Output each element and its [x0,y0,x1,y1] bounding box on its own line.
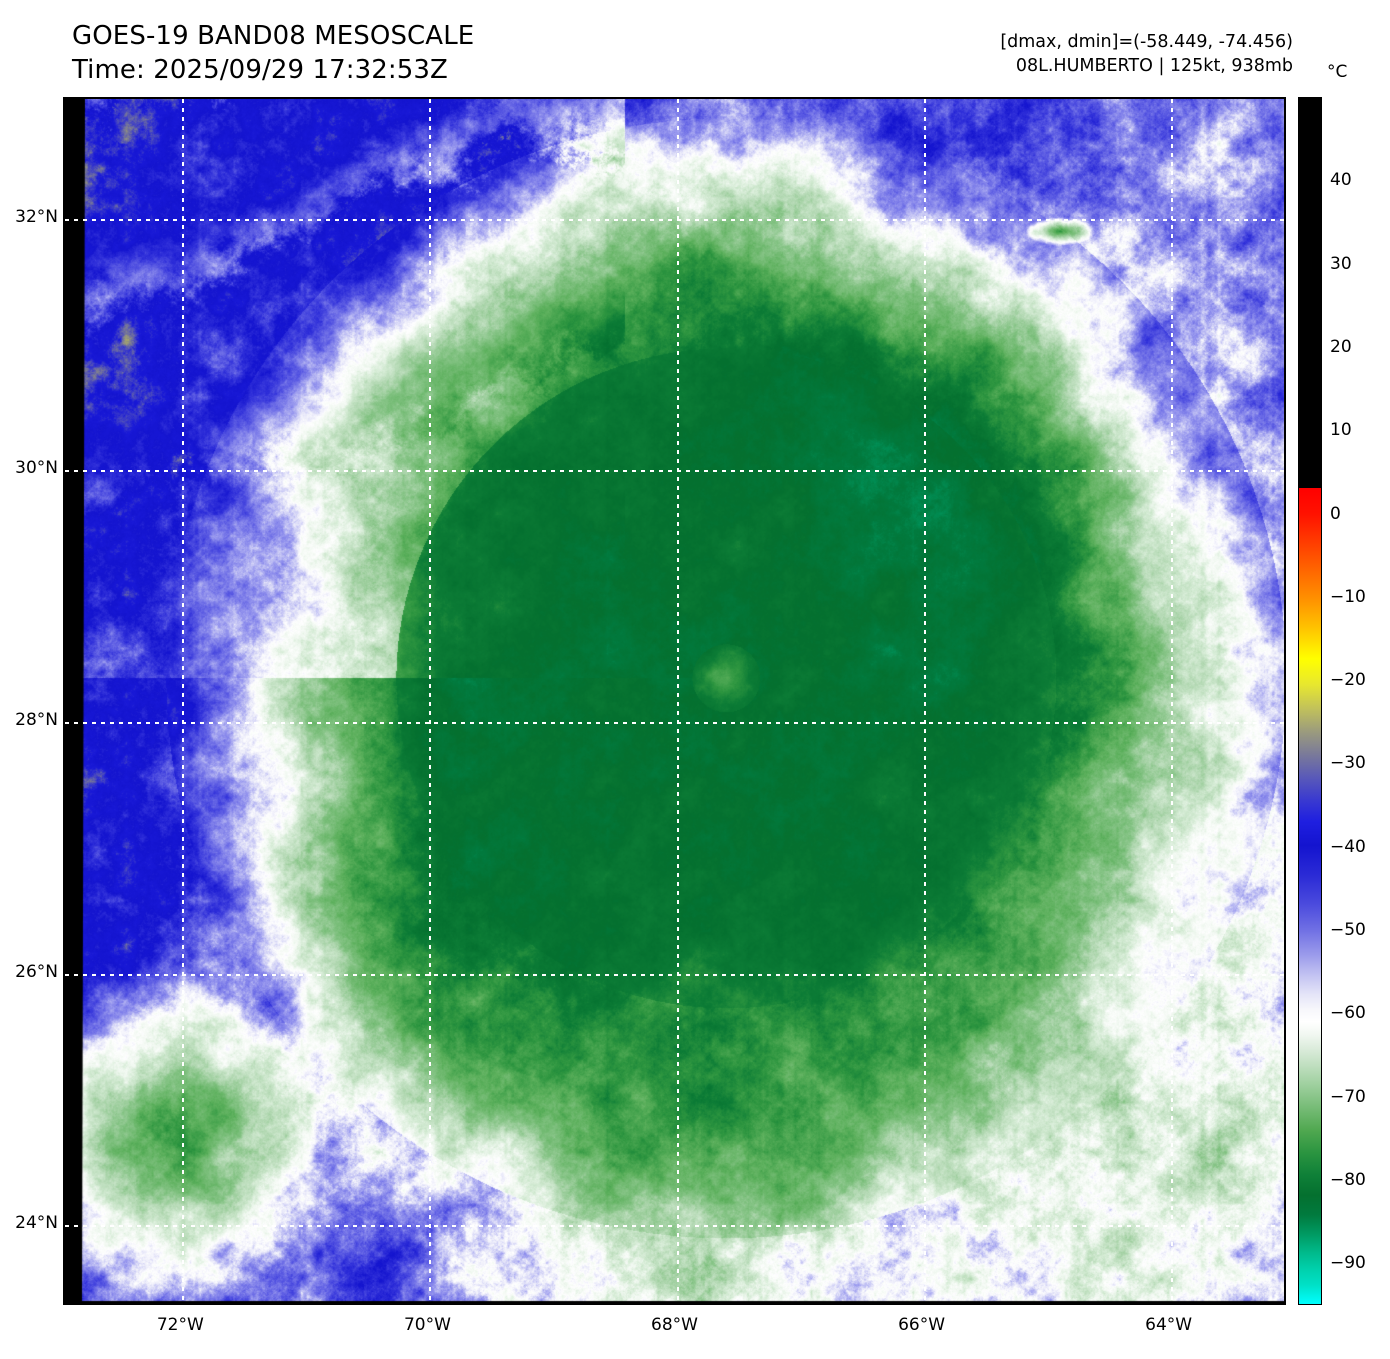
lon-tick-72°W: 72°W [156,1315,204,1335]
metadata-block: [dmax, dmin]=(-58.449, -74.456) 08L.HUMB… [1000,31,1293,78]
colorbar-tick--70: −70 [1330,1086,1366,1107]
temperature-colorbar [1298,97,1322,1305]
lon-tick-64°W: 64°W [1145,1315,1193,1335]
colorbar-tick-0: 0 [1330,503,1341,524]
colorbar-tick--30: −30 [1330,753,1366,774]
colorbar-tick--20: −20 [1330,670,1366,691]
satellite-imagery-canvas [65,99,1284,1303]
lon-tick-68°W: 68°W [651,1315,698,1335]
colorbar-tick-40: 40 [1330,170,1352,191]
lat-tick-28°N: 28°N [15,709,58,730]
lat-tick-26°N: 26°N [15,961,58,982]
colorbar-tick--90: −90 [1330,1253,1366,1274]
title-block: GOES-19 BAND08 MESOSCALE Time: 2025/09/2… [72,20,474,88]
colorbar-tick-30: 30 [1330,253,1352,274]
timestamp-label: Time: 2025/09/29 17:32:53Z [72,54,448,85]
colorbar-tick--80: −80 [1330,1170,1366,1191]
colorbar-unit-label: °C [1327,62,1348,82]
colorbar-tick--10: −10 [1330,586,1366,607]
lat-tick-30°N: 30°N [15,458,58,479]
colorbar-tick--40: −40 [1330,836,1366,857]
scan-edge-strip [65,99,81,1303]
lat-tick-32°N: 32°N [15,206,58,227]
lat-tick-24°N: 24°N [15,1213,58,1234]
colorbar-tick--60: −60 [1330,1003,1366,1024]
colorbar-tick-20: 20 [1330,336,1352,357]
storm-info-label: 08L.HUMBERTO | 125kt, 938mb [1015,55,1293,76]
page-title: GOES-19 BAND08 MESOSCALE [72,21,475,51]
lon-tick-66°W: 66°W [898,1315,946,1335]
satellite-plot-area: Copyright © 2020-2025 Dapiya [63,97,1286,1305]
colorbar-tick--50: −50 [1330,920,1366,941]
dmax-dmin-label: [dmax, dmin]=(-58.449, -74.456) [1000,32,1293,52]
lon-tick-70°W: 70°W [403,1315,451,1335]
colorbar-tick-10: 10 [1330,420,1352,441]
